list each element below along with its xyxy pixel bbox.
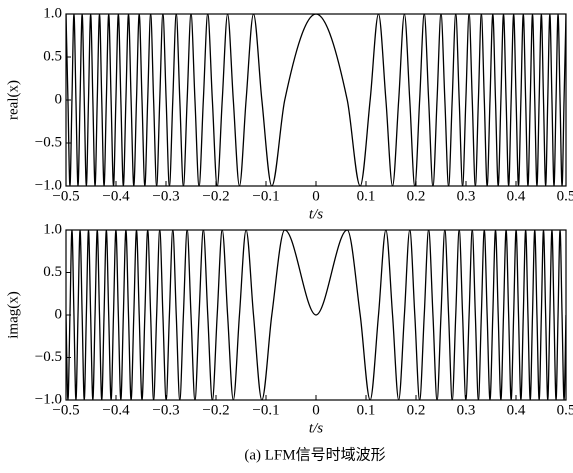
x-tick-label: 0.2: [407, 188, 426, 204]
x-axis-label: t/s: [309, 206, 323, 222]
y-tick-label: 0: [55, 91, 63, 107]
x-tick-label: 0.3: [457, 402, 476, 418]
y-tick-label: 0.5: [43, 264, 62, 280]
x-tick-label: −0.4: [102, 188, 130, 204]
y-tick-label: −1.0: [35, 177, 62, 193]
x-tick-label: 0: [312, 402, 320, 418]
y-axis-label: imag(x): [5, 291, 21, 338]
x-tick-label: −0.3: [152, 188, 179, 204]
plot-area: [66, 14, 566, 186]
y-tick-label: −0.5: [35, 134, 62, 150]
x-tick-label: 0.5: [557, 402, 573, 418]
x-tick-label: −0.4: [102, 402, 130, 418]
x-tick-label: −0.5: [52, 402, 79, 418]
x-tick-label: 0.1: [357, 188, 376, 204]
x-axis-label: t/s: [309, 420, 323, 436]
x-tick-label: 0.4: [507, 188, 526, 204]
x-tick-label: −0.1: [252, 402, 279, 418]
x-tick-label: 0.2: [407, 402, 426, 418]
signal-line: [66, 230, 566, 400]
x-tick-label: 0.4: [507, 402, 526, 418]
x-tick-label: 0.5: [557, 188, 573, 204]
y-tick-label: 1.0: [43, 5, 62, 21]
x-tick-label: −0.3: [152, 402, 179, 418]
x-tick-label: −0.5: [52, 188, 79, 204]
y-tick-label: 0: [55, 306, 63, 322]
x-tick-label: 0.1: [357, 402, 376, 418]
y-tick-label: 1.0: [43, 221, 62, 237]
x-tick-label: 0: [312, 188, 320, 204]
signal-line: [66, 14, 566, 186]
x-tick-label: 0.3: [457, 188, 476, 204]
y-tick-label: −1.0: [35, 391, 62, 407]
x-tick-label: −0.1: [252, 188, 279, 204]
x-tick-label: −0.2: [202, 402, 229, 418]
caption: (a) LFM信号时域波形: [244, 446, 385, 463]
y-tick-label: −0.5: [35, 349, 62, 365]
plot-area: [66, 230, 566, 400]
y-tick-label: 0.5: [43, 48, 62, 64]
y-axis-label: real(x): [5, 80, 21, 120]
x-tick-label: −0.2: [202, 188, 229, 204]
